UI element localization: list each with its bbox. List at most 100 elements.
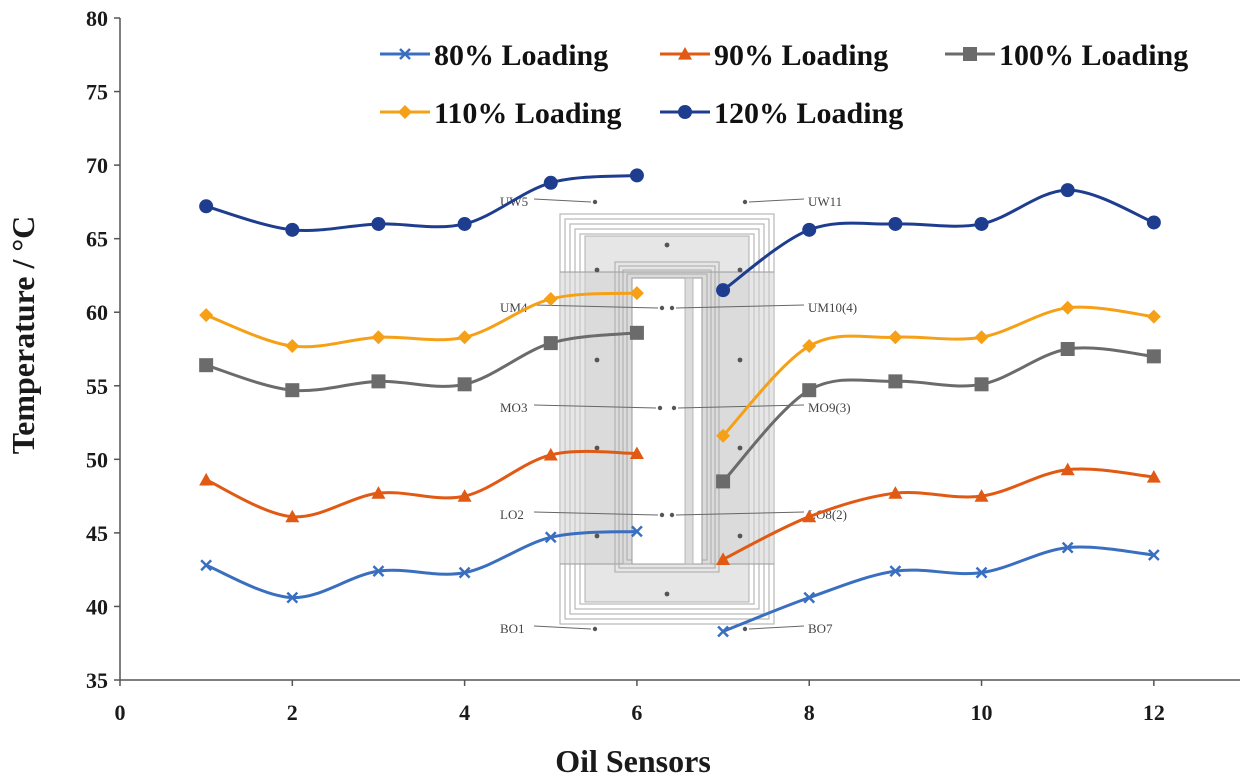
- data-point-stroke: [631, 525, 643, 538]
- data-point-stroke: [889, 565, 902, 578]
- data-point-stroke: [458, 566, 471, 579]
- data-point: [888, 216, 903, 231]
- data-point: [803, 591, 816, 604]
- inset-arrow: [748, 625, 805, 630]
- sensor-dot: [669, 512, 675, 518]
- window-outline: [614, 261, 720, 573]
- inset-arrow: [675, 511, 805, 516]
- y-tick-label: 50: [86, 447, 108, 472]
- data-point: [889, 565, 902, 578]
- sensor-dot: [737, 445, 743, 451]
- inset-arrow: [748, 198, 805, 203]
- data-point: [457, 377, 472, 392]
- data-point: [543, 175, 558, 190]
- series-80-loading: [200, 525, 1160, 638]
- inset-arrow: [675, 304, 805, 309]
- data-point: [629, 446, 644, 460]
- data-point: [1147, 549, 1160, 561]
- data-point: [888, 330, 903, 345]
- inset-arrow: [677, 404, 805, 409]
- data-point: [285, 222, 300, 237]
- sensor-dot: [737, 267, 743, 273]
- data-point: [678, 47, 692, 60]
- data-point: [974, 489, 989, 502]
- inset-label-right: BO7: [808, 621, 833, 636]
- x-tick-label: 8: [804, 700, 815, 725]
- data-point: [457, 330, 472, 345]
- inset-label-right: LO8(2): [808, 507, 847, 522]
- legend-label: 120% Loading: [714, 97, 903, 130]
- sensor-dot: [594, 445, 600, 451]
- data-point: [543, 447, 558, 461]
- legend-label: 100% Loading: [999, 39, 1188, 72]
- data-point: [1146, 309, 1161, 324]
- series-110-loading: [199, 286, 1161, 443]
- data-point-stroke: [975, 566, 988, 579]
- sensor-dot: [664, 242, 670, 248]
- axes: 35 40 45 50 55 60 65 70 75 80 0 2 4 6 8 10 12: [86, 6, 1240, 725]
- inset-label-left: MO3: [500, 400, 527, 415]
- data-point: [963, 47, 977, 61]
- y-tick-label: 80: [86, 6, 108, 31]
- legend-entry: 90% Loading: [660, 39, 888, 72]
- data-point: [629, 286, 644, 301]
- x-tick-label: 2: [287, 700, 298, 725]
- series-90-loading: [199, 446, 1161, 565]
- data-point-stroke: [372, 565, 385, 578]
- data-point: [371, 330, 386, 345]
- x-axis-title: Oil Sensors: [555, 743, 711, 779]
- y-tick-label: 70: [86, 153, 108, 178]
- sensor-dot: [742, 199, 748, 205]
- series-100-loading: [199, 325, 1161, 489]
- legend-entry: 80% Loading: [380, 39, 608, 72]
- series-line-right: [721, 305, 1155, 437]
- y-tick-label: 40: [86, 594, 108, 619]
- sensor-dot: [594, 533, 600, 539]
- legend-label: 90% Loading: [714, 39, 888, 72]
- data-point: [1146, 469, 1161, 483]
- sensor-dot: [659, 305, 665, 311]
- data-point: [371, 374, 386, 389]
- data-point-stroke: [803, 591, 816, 604]
- data-point: [1061, 541, 1074, 554]
- data-point-stroke: [544, 531, 557, 544]
- series-line-right: [722, 467, 1154, 561]
- inset-arrow: [533, 625, 592, 630]
- legend-label: 110% Loading: [434, 97, 622, 130]
- data-point: [629, 168, 644, 183]
- inset-arrow: [533, 304, 659, 309]
- sensor-dot: [664, 591, 670, 597]
- x-tick-label: 0: [115, 700, 126, 725]
- sensor-dot: [742, 626, 748, 632]
- data-point-stroke: [1147, 549, 1160, 561]
- data-point: [888, 374, 903, 389]
- data-point: [631, 525, 643, 538]
- data-point: [975, 566, 988, 579]
- inset-arrow: [533, 404, 657, 409]
- x-tick-label: 12: [1143, 700, 1165, 725]
- series-line-left: [205, 291, 638, 349]
- series-layer: [199, 168, 1161, 638]
- y-tick-label: 55: [86, 374, 108, 399]
- data-point: [1146, 349, 1161, 364]
- window-outline: [618, 265, 716, 569]
- y-tick-label: 35: [86, 668, 108, 693]
- data-point-stroke: [399, 48, 411, 60]
- data-point: [457, 489, 472, 502]
- data-point: [285, 339, 300, 354]
- data-point-stroke: [286, 591, 299, 604]
- legend-entry: 120% Loading: [660, 97, 903, 130]
- legend: 80% Loading 90% Loading 100% Loading 110% L…: [380, 39, 1188, 130]
- data-point-stroke: [1061, 541, 1074, 554]
- data-point: [1060, 342, 1075, 356]
- data-point: [1060, 183, 1075, 198]
- data-point: [544, 531, 557, 544]
- data-point: [199, 358, 214, 373]
- data-point: [974, 377, 989, 392]
- data-point: [974, 216, 989, 231]
- data-point: [371, 486, 386, 499]
- y-tick-label: 65: [86, 227, 108, 252]
- inset-label-right: UW11: [808, 194, 842, 209]
- data-point: [974, 330, 989, 345]
- series-line-right: [721, 346, 1154, 483]
